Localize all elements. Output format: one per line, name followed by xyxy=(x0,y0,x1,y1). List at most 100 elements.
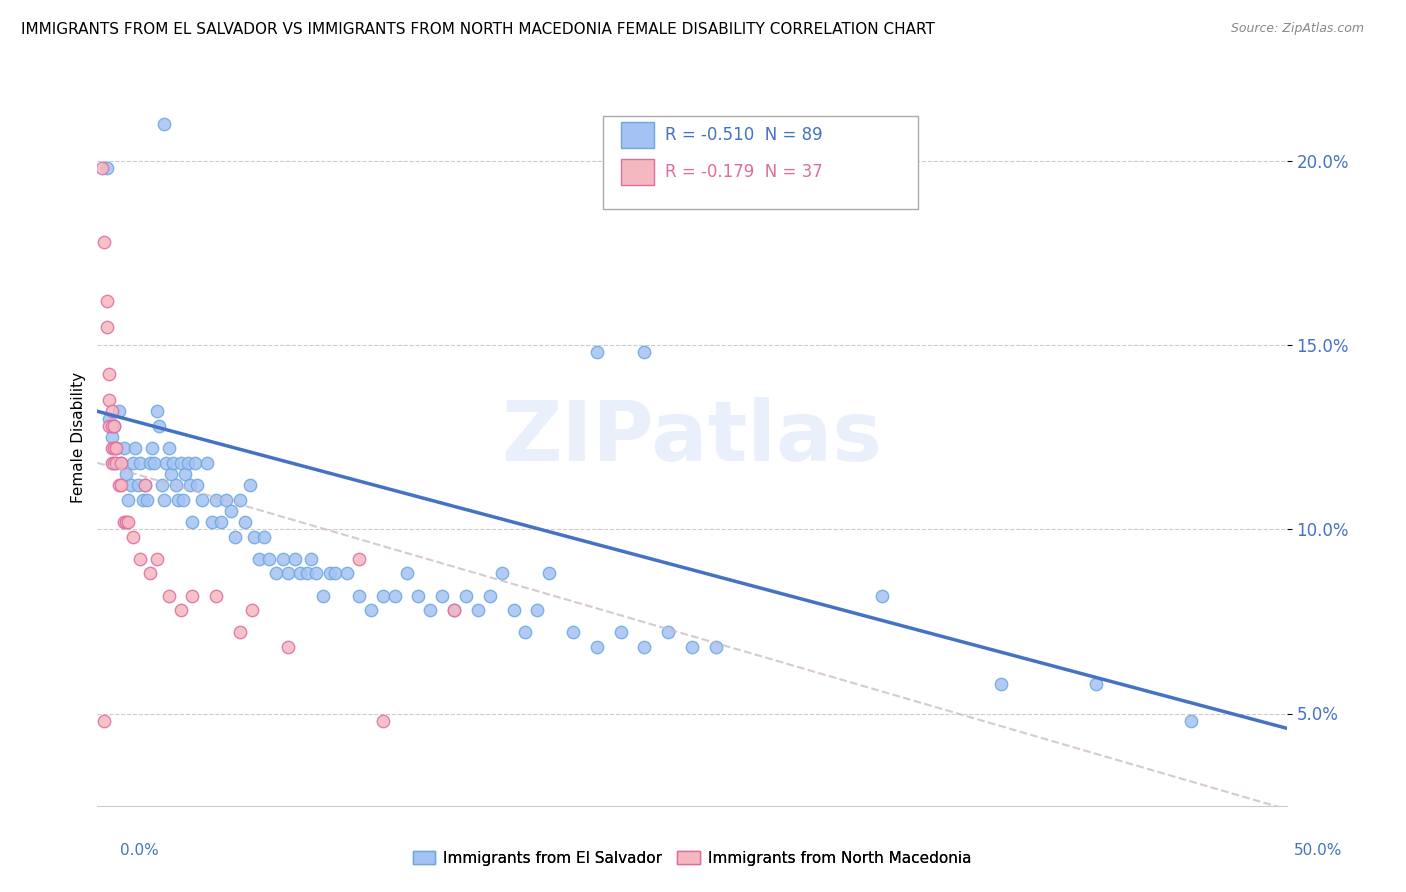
Point xyxy=(174,467,197,481)
Point xyxy=(284,551,307,566)
Point xyxy=(100,404,122,418)
Point xyxy=(609,625,631,640)
Point xyxy=(103,419,125,434)
Point xyxy=(131,492,153,507)
Point xyxy=(110,478,132,492)
Point xyxy=(323,566,346,581)
Point xyxy=(91,161,114,175)
Point xyxy=(93,235,115,249)
Text: ZIPatlas: ZIPatlas xyxy=(502,397,883,477)
Point xyxy=(264,566,287,581)
Point xyxy=(110,456,132,470)
Point xyxy=(107,478,129,492)
Point xyxy=(515,625,537,640)
Point xyxy=(172,492,194,507)
Text: 0.0%: 0.0% xyxy=(120,843,159,858)
Point xyxy=(443,603,465,617)
Point xyxy=(110,456,132,470)
Point xyxy=(633,345,655,359)
Point xyxy=(148,419,170,434)
Text: Source: ZipAtlas.com: Source: ZipAtlas.com xyxy=(1230,22,1364,36)
Point xyxy=(127,478,149,492)
Point xyxy=(165,478,187,492)
Point xyxy=(100,441,122,455)
Point xyxy=(257,551,280,566)
Point xyxy=(179,478,201,492)
Point xyxy=(103,456,125,470)
Point xyxy=(371,589,394,603)
Point xyxy=(105,441,128,455)
Point xyxy=(215,492,238,507)
Point xyxy=(103,419,125,434)
Point xyxy=(526,603,548,617)
Point xyxy=(115,467,138,481)
Point xyxy=(155,456,177,470)
Point xyxy=(169,456,191,470)
Legend: Immigrants from El Salvador, Immigrants from North Macedonia: Immigrants from El Salvador, Immigrants … xyxy=(406,845,977,871)
Point xyxy=(870,589,893,603)
Point xyxy=(169,603,191,617)
Point xyxy=(704,640,727,655)
Point xyxy=(98,419,121,434)
Point xyxy=(100,419,122,434)
Point xyxy=(585,345,607,359)
Point xyxy=(288,566,311,581)
Point xyxy=(240,603,263,617)
Point xyxy=(502,603,524,617)
Point xyxy=(138,456,160,470)
Point xyxy=(233,515,256,529)
Point xyxy=(143,456,166,470)
Point xyxy=(112,441,135,455)
Point xyxy=(491,566,513,581)
Point xyxy=(253,530,276,544)
Point xyxy=(347,589,370,603)
Point xyxy=(122,456,145,470)
Point xyxy=(478,589,501,603)
Point xyxy=(184,456,207,470)
Point xyxy=(200,515,222,529)
Point xyxy=(146,404,169,418)
Point xyxy=(538,566,561,581)
Point xyxy=(271,551,294,566)
Point xyxy=(96,161,118,175)
Point xyxy=(122,530,145,544)
Point xyxy=(167,492,190,507)
Point xyxy=(195,456,218,470)
Point xyxy=(100,430,122,444)
Point xyxy=(98,393,121,408)
Point xyxy=(229,492,252,507)
FancyBboxPatch shape xyxy=(620,159,654,185)
Point xyxy=(633,640,655,655)
Point xyxy=(136,492,159,507)
Point xyxy=(408,589,430,603)
Point xyxy=(247,551,270,566)
Point xyxy=(96,319,118,334)
Point xyxy=(319,566,342,581)
Point xyxy=(467,603,489,617)
Point xyxy=(454,589,477,603)
Point xyxy=(129,551,152,566)
Point xyxy=(186,478,208,492)
Point xyxy=(157,589,180,603)
Point xyxy=(360,603,382,617)
FancyBboxPatch shape xyxy=(620,122,654,148)
Point xyxy=(120,478,142,492)
Point xyxy=(1085,677,1108,691)
Point xyxy=(562,625,585,640)
Point xyxy=(277,640,299,655)
Point xyxy=(96,293,118,308)
Point xyxy=(134,478,156,492)
Y-axis label: Female Disability: Female Disability xyxy=(72,371,86,503)
Point xyxy=(181,589,204,603)
Point xyxy=(305,566,328,581)
Point xyxy=(162,456,184,470)
Point xyxy=(443,603,465,617)
Point xyxy=(224,530,246,544)
Point xyxy=(336,566,359,581)
Point xyxy=(150,478,173,492)
Point xyxy=(112,515,135,529)
Point xyxy=(181,515,204,529)
Point xyxy=(990,677,1012,691)
Text: R = -0.510  N = 89: R = -0.510 N = 89 xyxy=(665,126,823,144)
Point xyxy=(138,566,160,581)
